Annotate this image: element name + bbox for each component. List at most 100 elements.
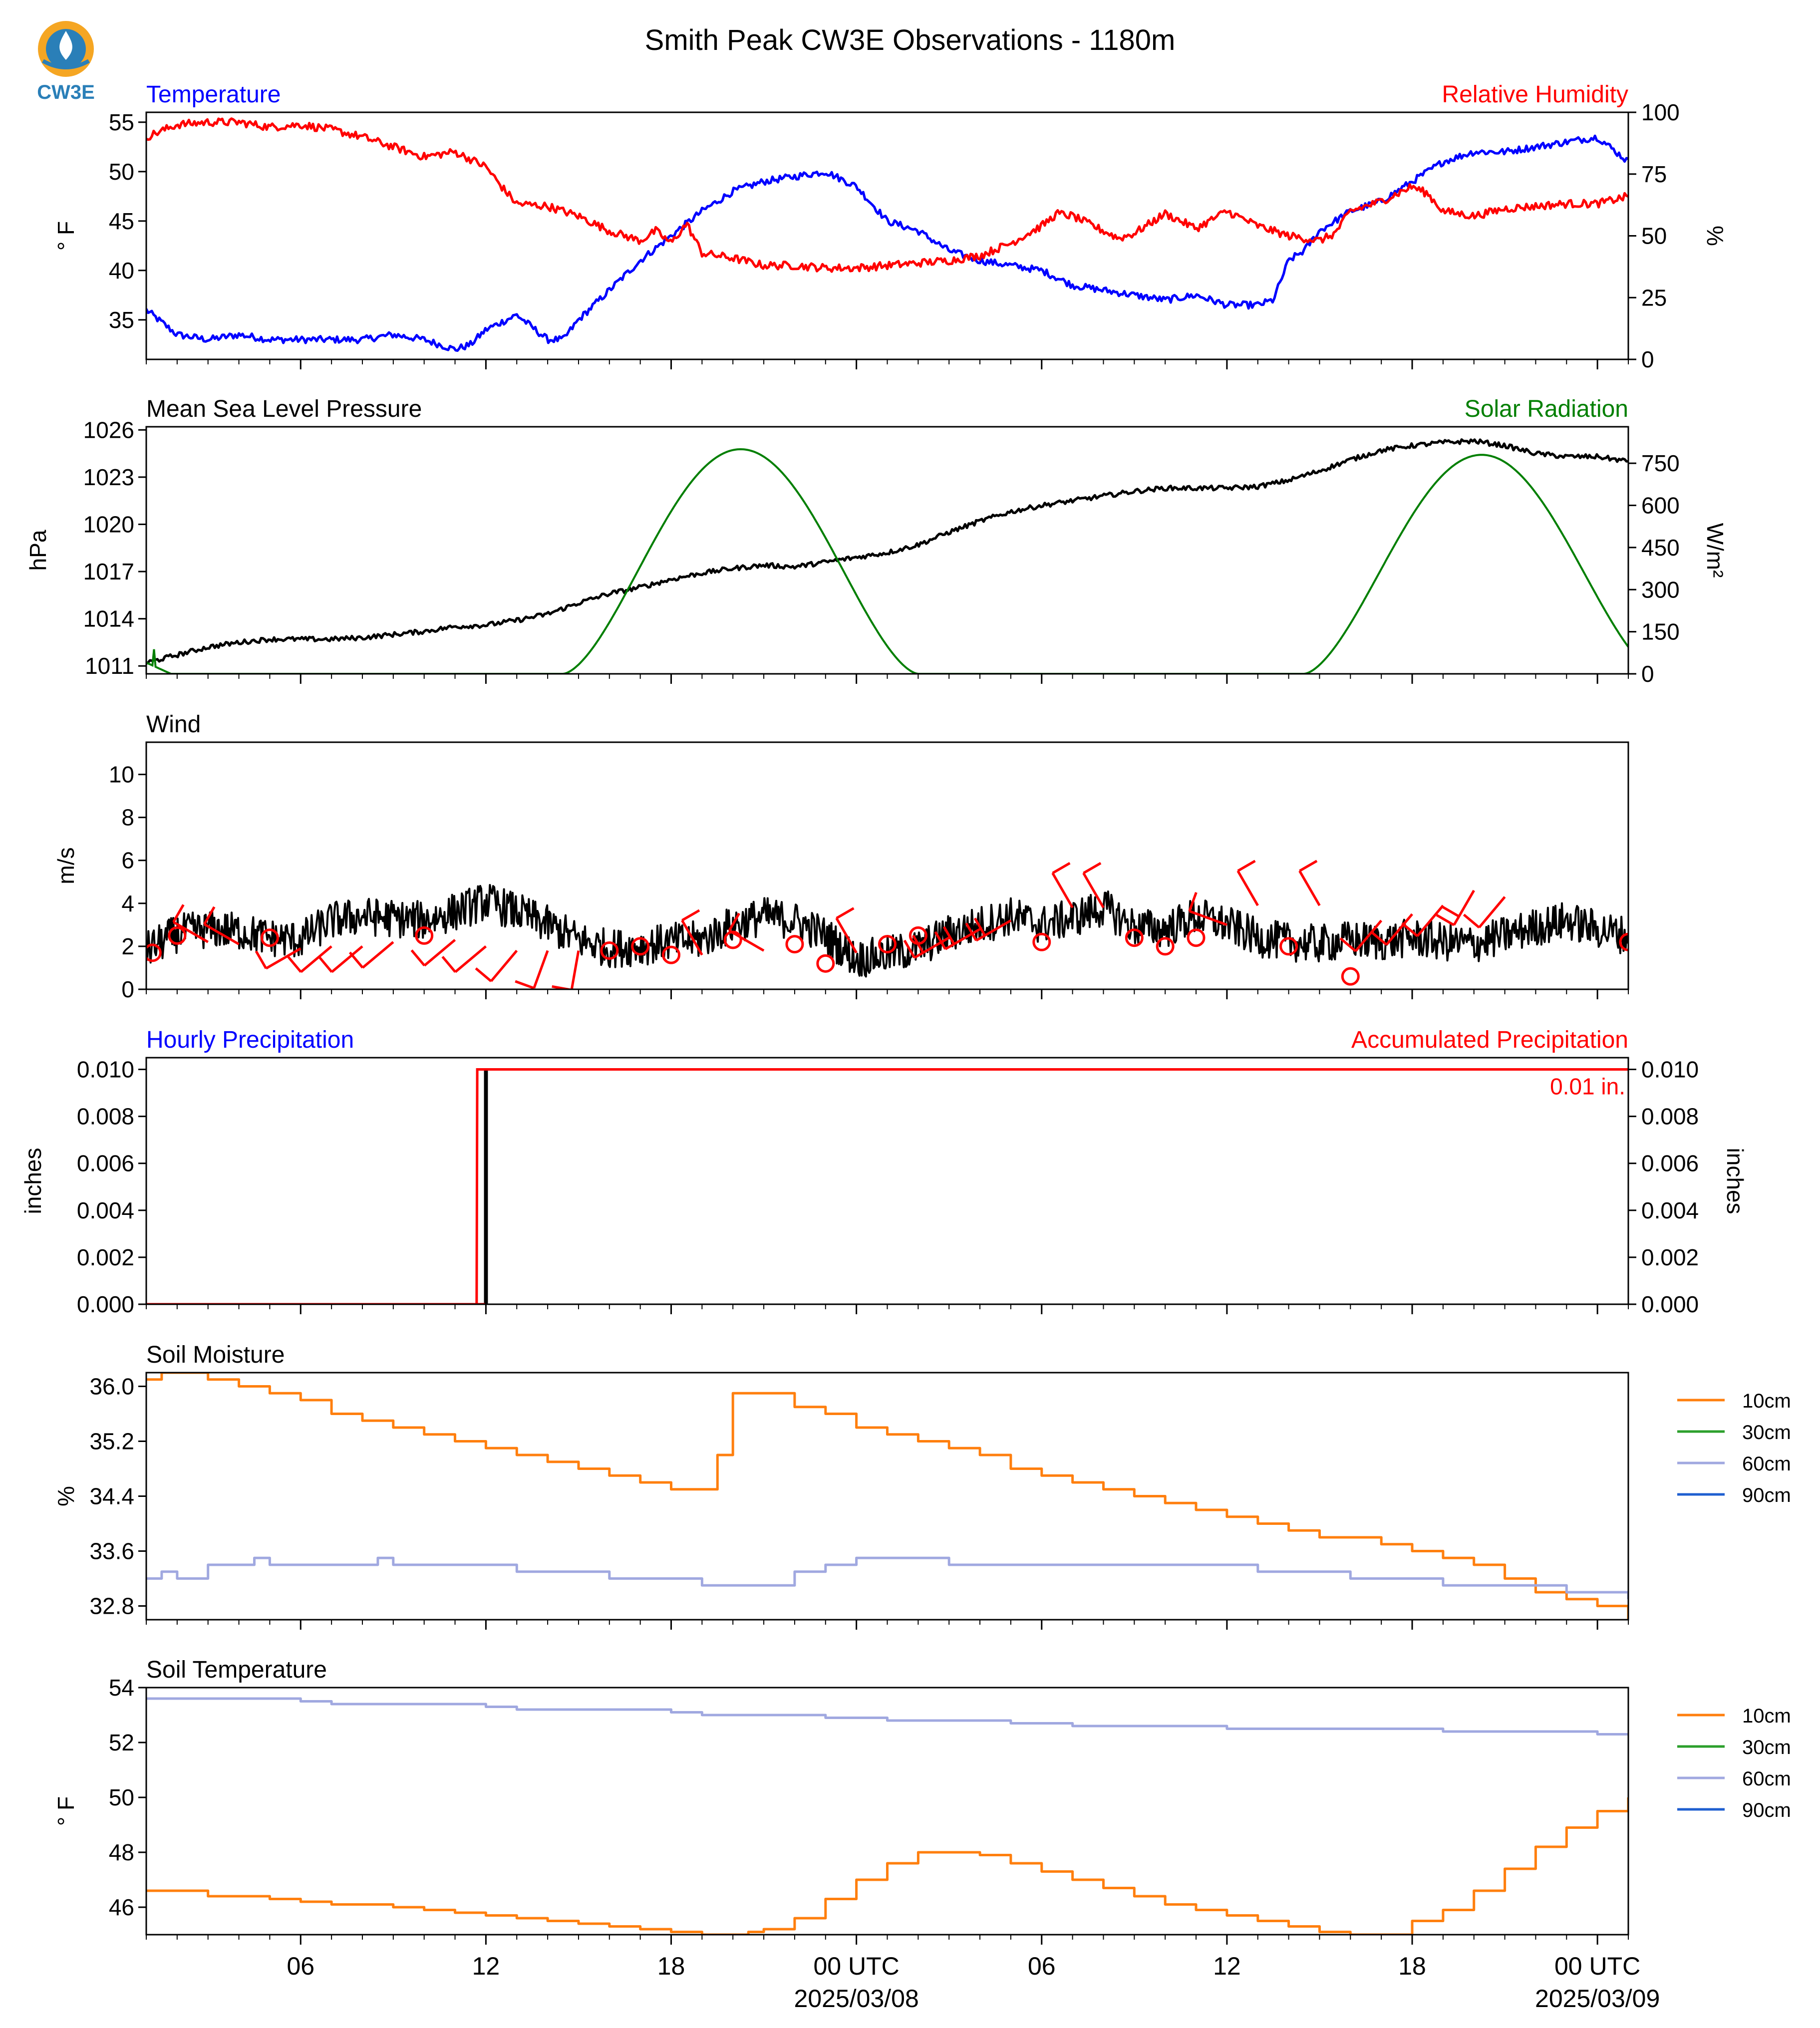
wind-barb-flag bbox=[203, 906, 216, 925]
y-tick-label-left: 52 bbox=[109, 1730, 134, 1755]
y-tick-label-left: 40 bbox=[109, 258, 134, 284]
cw3e-logo: CW3E bbox=[37, 21, 95, 103]
series-line-10cm bbox=[146, 1373, 1628, 1620]
panel-title-left: Soil Moisture bbox=[146, 1342, 285, 1368]
y-axis-label-left: m/s bbox=[53, 847, 79, 884]
wind-barb-flag bbox=[515, 980, 535, 989]
y-tick-label-left: 50 bbox=[109, 1784, 134, 1810]
x-tick-label: 12 bbox=[472, 1952, 500, 1980]
wind-barb-flag bbox=[552, 985, 572, 989]
legend-label-90cm: 90cm bbox=[1742, 1799, 1791, 1821]
series-line-solar-radiation bbox=[146, 448, 1628, 674]
wind-barb-flag bbox=[1370, 931, 1388, 946]
wind-barb-calm bbox=[662, 945, 681, 964]
y-tick-label-left: 0.002 bbox=[77, 1244, 134, 1270]
series-line-60cm bbox=[146, 1697, 1628, 1736]
panel-precip: Hourly Precipitation Accumulated Precipit… bbox=[20, 1027, 1748, 1317]
y-tick-label-right: 0.008 bbox=[1641, 1104, 1699, 1130]
y-tick-label-left: 55 bbox=[109, 109, 134, 135]
legend-label-30cm: 30cm bbox=[1742, 1737, 1791, 1758]
panel-title-left: Wind bbox=[146, 711, 201, 738]
y-tick-label-left: 35 bbox=[109, 307, 134, 333]
x-tick-label: 12 bbox=[1213, 1952, 1241, 1980]
panel-title-right: Relative Humidity bbox=[1442, 81, 1628, 108]
y-tick-label-right: 150 bbox=[1641, 619, 1680, 645]
wind-barb-calm bbox=[816, 954, 835, 973]
figure-title: Smith Peak CW3E Observations - 1180m bbox=[645, 24, 1176, 56]
wind-barb-calm bbox=[168, 926, 187, 945]
y-axis-label-left: % bbox=[53, 1486, 79, 1506]
panel-wind: Wind 0 2 4 6 8 10 m/s bbox=[53, 711, 1629, 1002]
y-tick-label-right: 600 bbox=[1641, 493, 1680, 519]
panel-frame bbox=[145, 111, 1629, 360]
wind-barb-staff bbox=[490, 949, 518, 982]
wind-barb-staff bbox=[265, 947, 302, 970]
plot-area bbox=[146, 1373, 1628, 1620]
x-tick-label: 00 UTC bbox=[1554, 1952, 1640, 1980]
wind-barb-calm bbox=[1187, 928, 1206, 947]
panel-frame bbox=[145, 741, 1629, 990]
wind-barb-flag bbox=[287, 956, 302, 973]
wind-barb-staff bbox=[1453, 889, 1475, 926]
wind-barb-flag bbox=[912, 934, 924, 953]
y-tick-label-left: 46 bbox=[109, 1894, 134, 1920]
y-tick-label-right: 450 bbox=[1641, 535, 1680, 561]
y-tick-label-right: 0 bbox=[1641, 346, 1654, 372]
y-tick-label-left: 2 bbox=[121, 933, 134, 959]
panel-pressure_solar: Mean Sea Level Pressure Solar Radiation 10… bbox=[25, 396, 1728, 687]
wind-barb-staff bbox=[204, 923, 240, 945]
y-axis-label-left: ° F bbox=[53, 1796, 79, 1826]
y-axis-label-right: % bbox=[1702, 226, 1728, 246]
legend: 10cm 30cm 60cm 90cm bbox=[1677, 1390, 1791, 1506]
wind-barb-staff bbox=[1189, 910, 1227, 926]
panel-title-left: Soil Temperature bbox=[146, 1657, 327, 1683]
y-axis-label-left: hPa bbox=[25, 530, 51, 571]
wind-barb-flag bbox=[934, 931, 946, 950]
legend-label-10cm: 10cm bbox=[1742, 1390, 1791, 1412]
wind-barb-flag bbox=[410, 949, 426, 967]
panel-soil_temp: Soil Temperature 46 48 50 52 54 ° F 10cm 30cm 60c… bbox=[53, 1657, 1791, 2013]
wind-barb-calm bbox=[631, 937, 650, 956]
y-tick-label-left: 1026 bbox=[83, 417, 134, 443]
wind-barb-calm bbox=[600, 941, 619, 960]
y-axis-label-left: ° F bbox=[53, 221, 79, 251]
wind-barb-calm bbox=[415, 926, 434, 945]
series-line-relative-humidity bbox=[146, 117, 1628, 273]
plot-area bbox=[146, 117, 1628, 352]
wind-barb-calm bbox=[260, 928, 279, 947]
wind-barb-staff bbox=[835, 917, 858, 954]
wind-barb-staff bbox=[1082, 872, 1105, 908]
y-tick-label-right: 0.002 bbox=[1641, 1244, 1699, 1270]
wind-barb-flag bbox=[1237, 860, 1256, 872]
legend: 10cm 30cm 60cm 90cm bbox=[1677, 1705, 1791, 1821]
y-tick-label-right: 0.010 bbox=[1641, 1057, 1699, 1083]
wind-barb-staff bbox=[1416, 904, 1444, 937]
wind-barb-flag bbox=[728, 912, 740, 931]
panel-soil_moisture: Soil Moisture 32.8 33.6 34.4 35.2 36.0% 10cm 30… bbox=[53, 1342, 1791, 1630]
y-tick-label-left: 0.000 bbox=[77, 1291, 134, 1317]
x-tick-label: 18 bbox=[657, 1952, 685, 1980]
wind-barb-staff bbox=[1385, 913, 1413, 946]
wind-barb-flag bbox=[1436, 914, 1455, 926]
wind-barb-calm bbox=[785, 935, 804, 954]
wind-barb-staff bbox=[533, 950, 549, 989]
y-tick-label-right: 50 bbox=[1641, 223, 1667, 249]
wind-barb-flag bbox=[1083, 862, 1102, 874]
y-tick-label-right: 0.000 bbox=[1641, 1291, 1699, 1317]
wind-barb-staff bbox=[423, 939, 456, 967]
wind-barb-flag bbox=[681, 909, 700, 922]
y-axis-label-left: inches bbox=[20, 1148, 46, 1214]
series-line-mean-sea-level-pressure bbox=[146, 438, 1628, 665]
panel-title-left: Temperature bbox=[146, 81, 281, 108]
legend-label-10cm: 10cm bbox=[1742, 1705, 1791, 1727]
y-tick-label-left: 0.006 bbox=[77, 1151, 134, 1176]
wind-barb-staff bbox=[1298, 870, 1321, 906]
y-tick-label-left: 36.0 bbox=[89, 1374, 134, 1400]
wind-barb-staff bbox=[1478, 896, 1506, 928]
panel-frame bbox=[145, 426, 1629, 675]
wind-barb-staff bbox=[944, 928, 981, 950]
y-tick-label-left: 35.2 bbox=[89, 1429, 134, 1454]
panel-frame bbox=[145, 1372, 1629, 1621]
